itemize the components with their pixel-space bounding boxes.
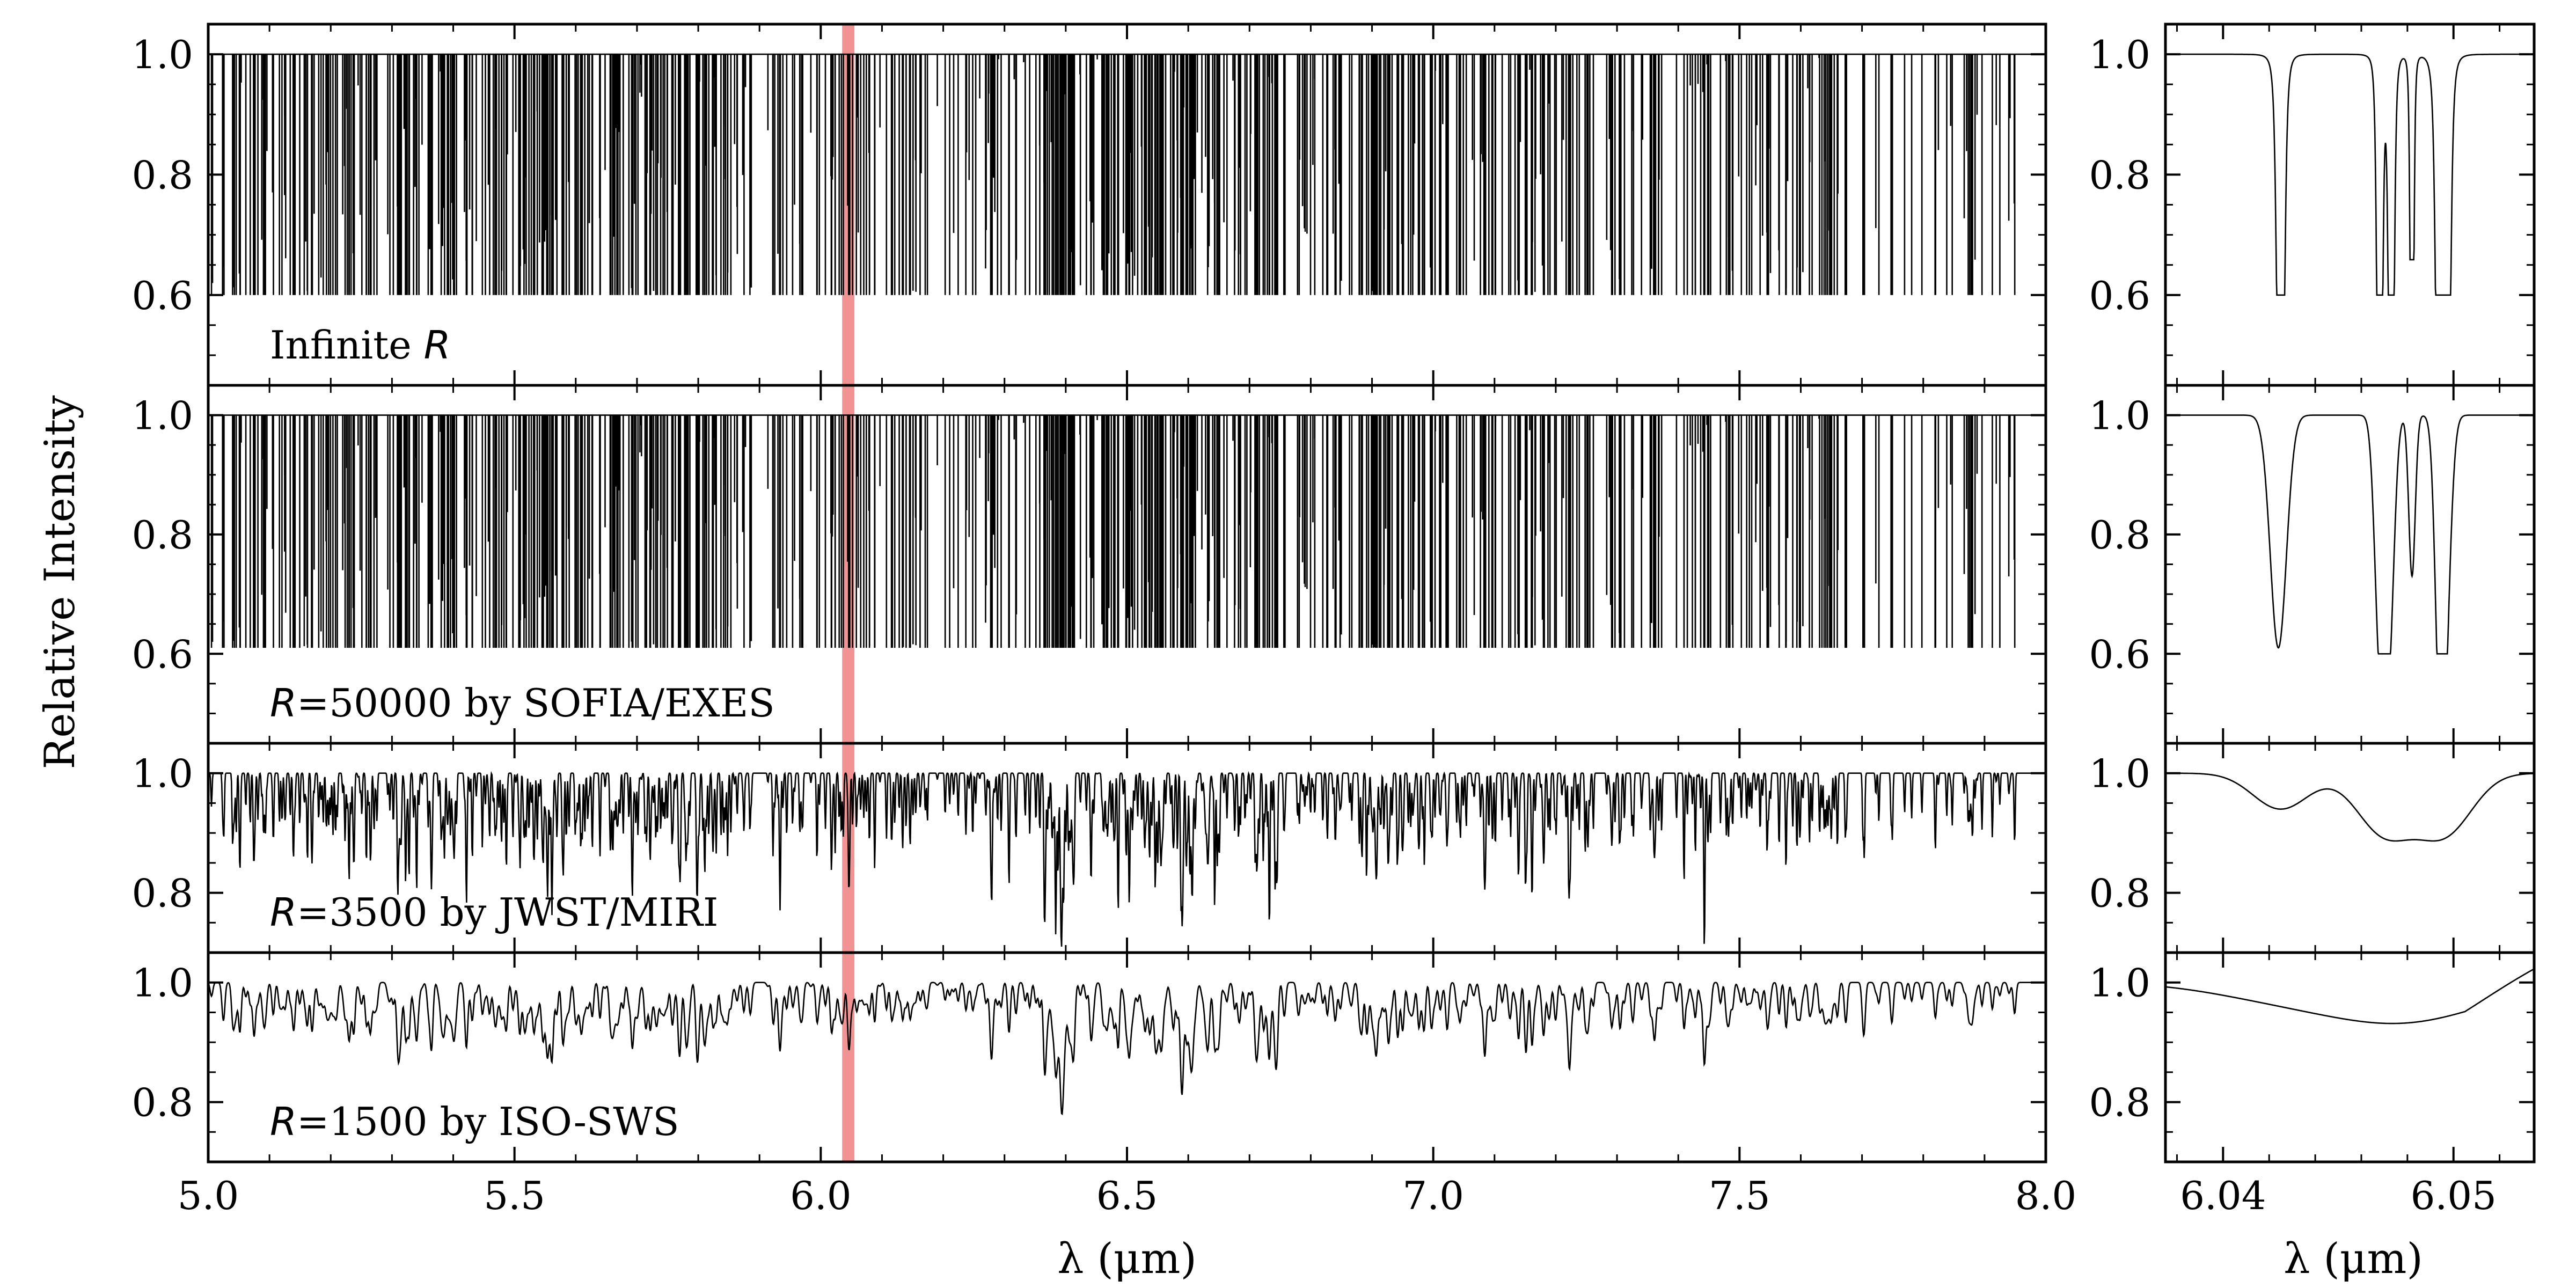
panel-1-spectrum-line	[208, 53, 2036, 295]
panels-layer: 0.6 0.8 1.0 Infinite R 0.6 0.8 1.0 R=50000 by S…	[131, 23, 2536, 1218]
zoom-panel-2-ytick-label: 0.8	[2089, 513, 2150, 558]
panel-4-xtick-label: 6.0	[790, 1173, 852, 1218]
zoom-panel-2-ytick-label: 1.0	[2089, 393, 2150, 438]
panel-2-ytick-label: 1.0	[131, 393, 193, 438]
zoom-panel-3-spectrum-line	[2165, 772, 2534, 842]
panel-3-spectrum-line	[208, 771, 2046, 947]
y-axis-title: Relative Intensity	[36, 396, 84, 770]
zoom-panel-4-xtick-label: 6.04	[2180, 1173, 2266, 1218]
panel-4-label: R=1500 by ISO-SWS	[270, 1099, 679, 1144]
zoom-panel-3-ytick-label: 0.8	[2089, 871, 2150, 916]
panel-4-ytick-label: 1.0	[131, 961, 193, 1006]
zoom-panel-1-axes: 0.6 0.8 1.0	[2089, 23, 2536, 387]
panel-4-xtick-label: 7.0	[1402, 1173, 1464, 1218]
zoom-panel-4-ytick-label: 0.8	[2089, 1080, 2150, 1125]
panel-4-frame	[207, 951, 2047, 1163]
zoom-panel-4-axes: 0.8 1.0 6.04 6.05	[2089, 951, 2536, 1218]
panel-1-ytick-label: 0.6	[131, 273, 193, 318]
panel-4-xtick-label: 5.0	[178, 1173, 239, 1218]
panel-4-highlight-band	[842, 953, 855, 1162]
x-axis-title-right: λ (μm)	[2284, 1235, 2423, 1283]
zoom-panel-4-spectrum-line	[2165, 968, 2534, 1024]
panel-1-label: Infinite R	[270, 323, 451, 368]
zoom-panel-3-ytick-label: 1.0	[2089, 751, 2150, 796]
zoom-panel-4-ytick-label: 1.0	[2089, 961, 2150, 1006]
panel-2-spectrum-line	[208, 414, 2036, 648]
panel-3-ytick-label: 1.0	[131, 751, 193, 796]
zoom-panel-4-xtick-label: 6.05	[2411, 1173, 2497, 1218]
panel-4-axes: 0.8 1.0 5.0 5.5 6.0 6.5 7.0 7.5 8.0	[131, 951, 2077, 1218]
panel-4-spectrum-line	[208, 982, 2046, 1115]
zoom-panel-1-ytick-label: 0.6	[2089, 273, 2150, 318]
panel-4-ytick-label: 0.8	[131, 1080, 193, 1125]
zoom-panel-3-axes: 0.8 1.0	[2089, 742, 2536, 954]
panel-4-xtick-label: 8.0	[2015, 1173, 2077, 1218]
zoom-panel-2-spectrum-line	[2165, 414, 2534, 655]
panel-3-label: R=3500 by JWST/MIRI	[270, 890, 718, 935]
panel-4-xtick-label: 7.5	[1709, 1173, 1770, 1218]
zoom-panel-1-ytick-label: 0.8	[2089, 152, 2150, 197]
zoom-panel-4-frame	[2164, 951, 2536, 1163]
zoom-panel-2-ytick-label: 0.6	[2089, 632, 2150, 677]
panel-4-xtick-label: 6.5	[1096, 1173, 1158, 1218]
panel-3-ytick-label: 0.8	[131, 871, 193, 916]
panel-2-ytick-label: 0.8	[131, 513, 193, 558]
panel-2-ytick-label: 0.6	[131, 632, 193, 677]
zoom-panel-1-spectrum-line	[2165, 53, 2534, 296]
x-axis-title-left: λ (μm)	[1057, 1235, 1197, 1283]
zoom-panel-1-ytick-label: 1.0	[2089, 32, 2150, 77]
panel-1-ytick-label: 0.8	[131, 152, 193, 197]
panel-1-axes: 0.6 0.8 1.0	[131, 23, 2047, 387]
panel-1-ytick-label: 1.0	[131, 32, 193, 77]
panel-4-xtick-label: 5.5	[484, 1173, 545, 1218]
panel-2-label: R=50000 by SOFIA/EXES	[270, 680, 775, 726]
